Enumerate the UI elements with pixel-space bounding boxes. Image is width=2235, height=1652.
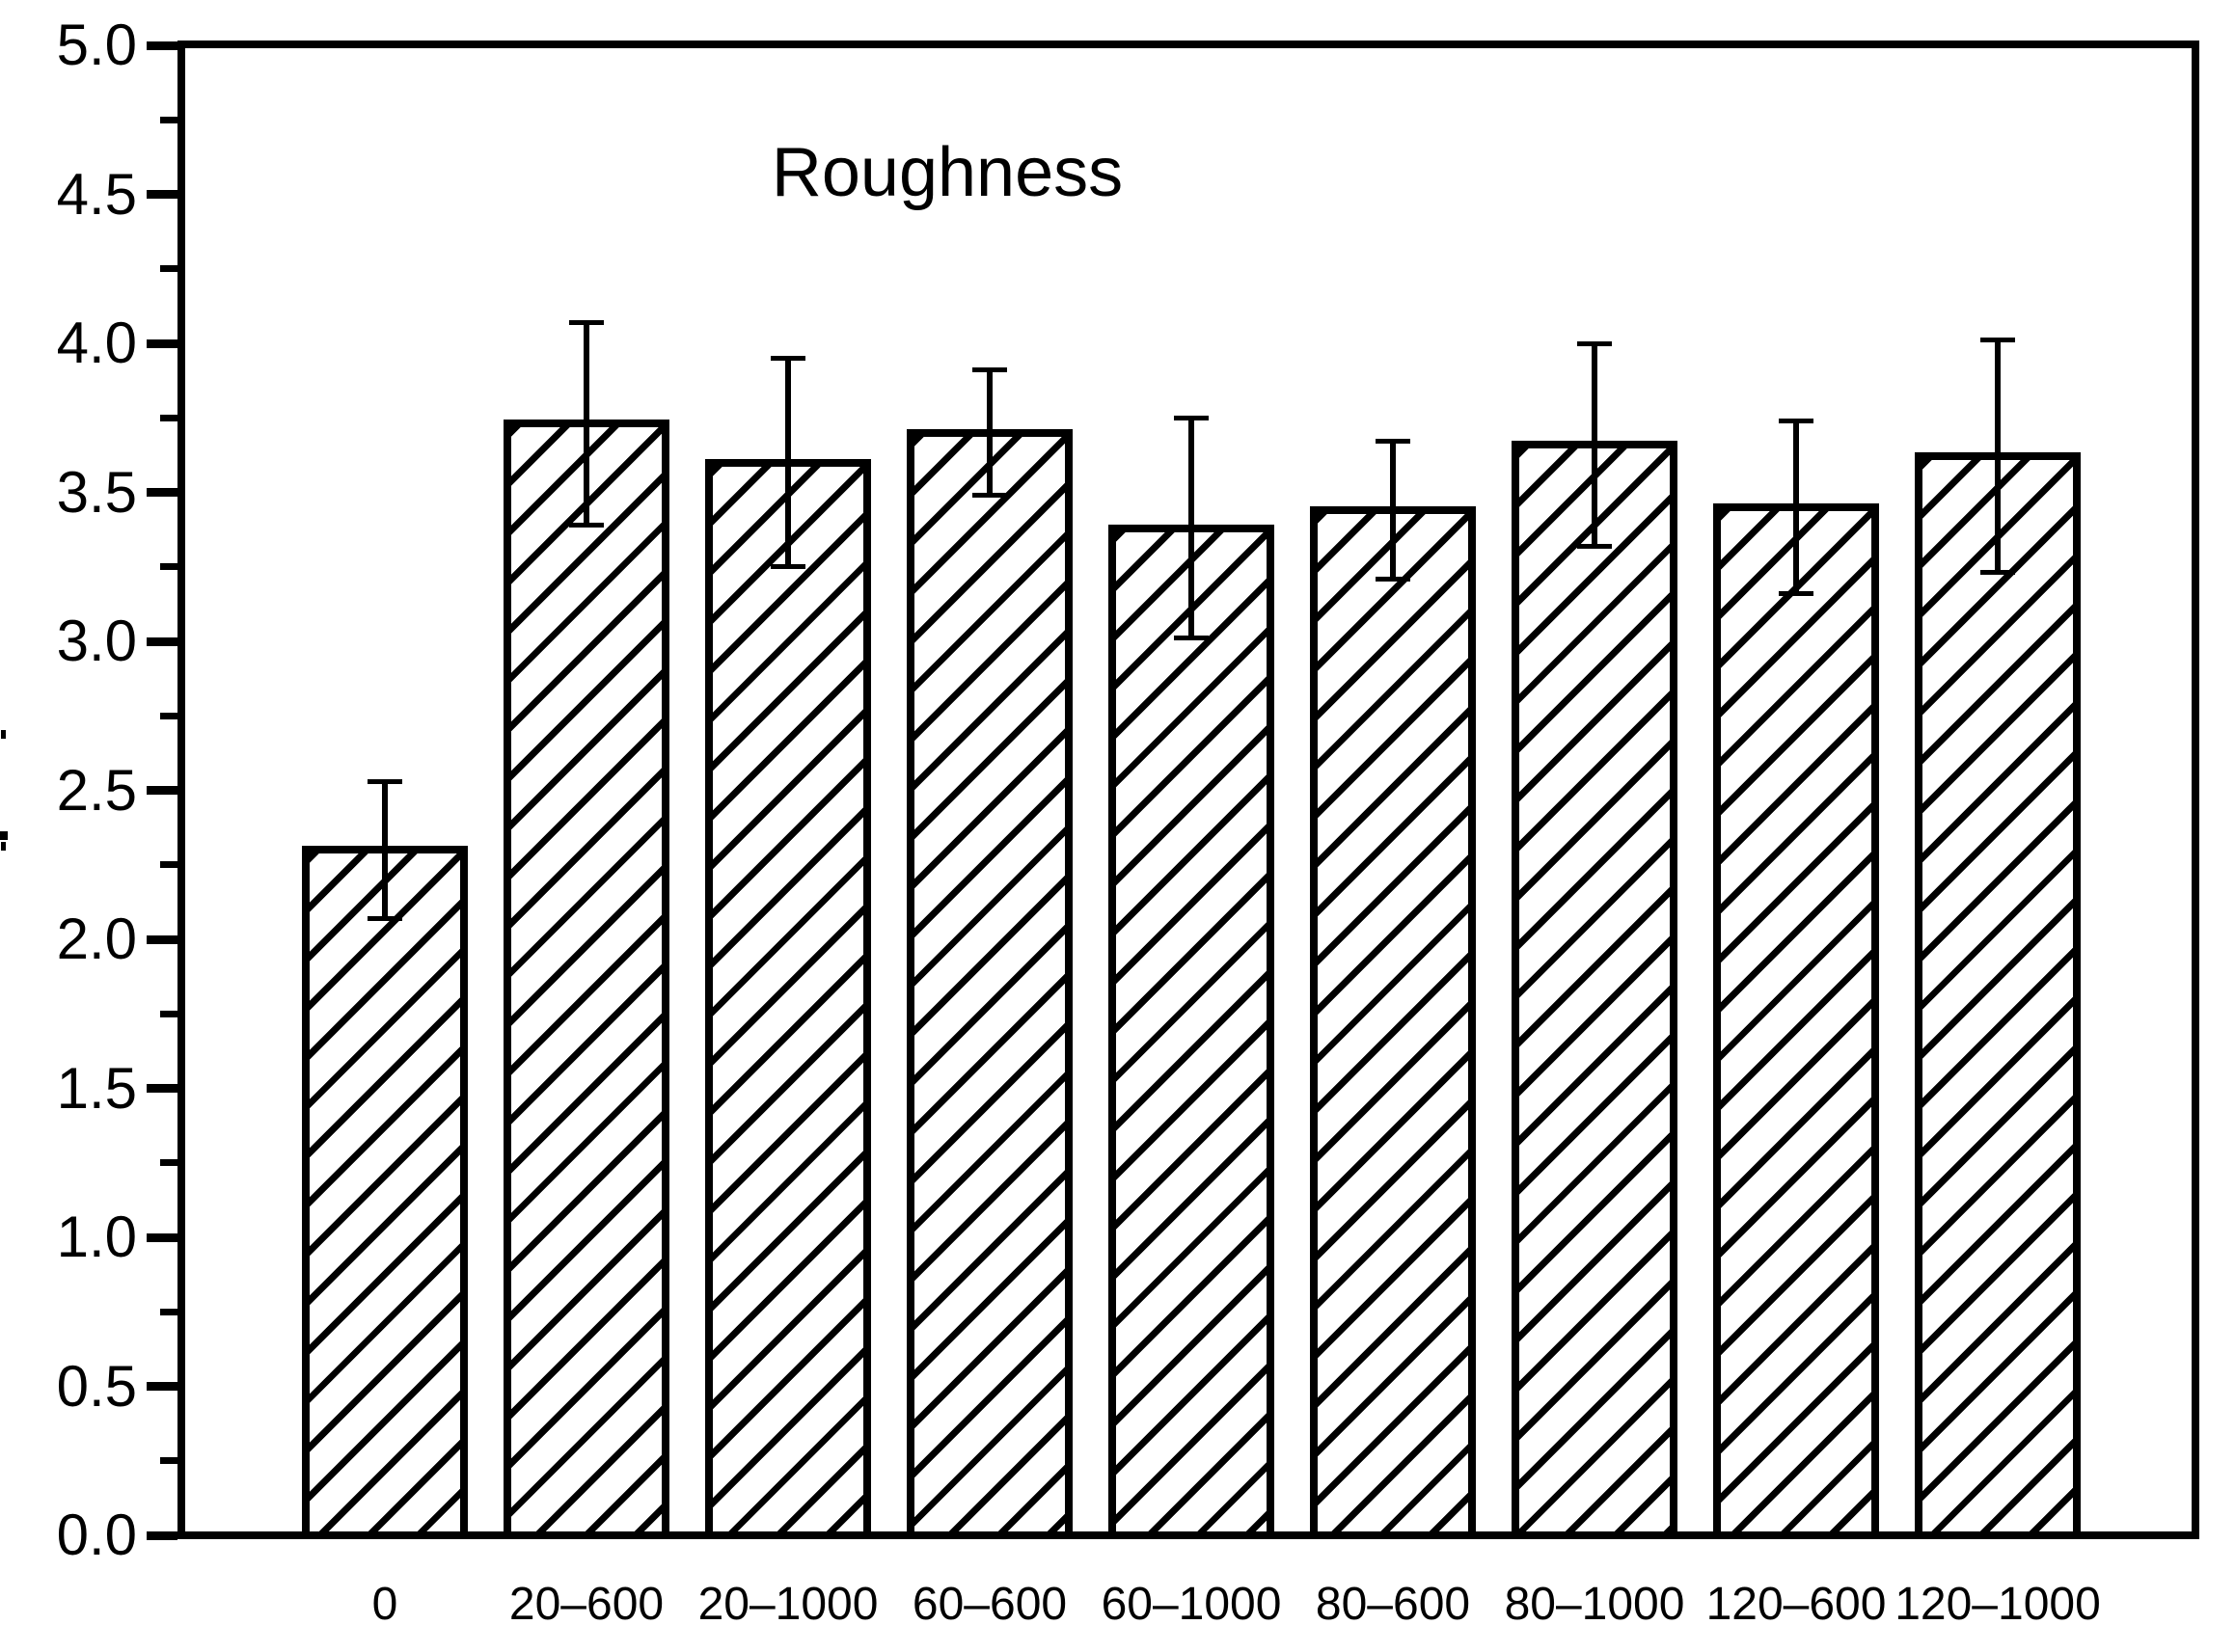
bar (1310, 506, 1476, 1531)
error-cap-top (1174, 415, 1209, 420)
y-tick-label: 5.0 (56, 13, 137, 77)
error-bar (1995, 339, 2001, 573)
error-cap-bottom (368, 915, 402, 921)
error-cap-bottom (1779, 591, 1813, 597)
y-major-tick (147, 1530, 177, 1540)
x-tick-label: 0 (371, 1579, 398, 1630)
y-major-tick (147, 488, 177, 497)
error-cap-top (1980, 338, 2015, 343)
error-cap-top (569, 319, 604, 325)
y-axis-label-fragment (0, 831, 8, 840)
y-tick-label: 2.0 (56, 907, 137, 971)
error-bar (1793, 420, 1799, 594)
x-tick-label: 20–600 (508, 1579, 665, 1630)
bar (1108, 524, 1274, 1531)
y-minor-tick (160, 563, 177, 571)
error-cap-bottom (1980, 570, 2015, 576)
y-tick-label: 0.0 (56, 1503, 137, 1567)
y-minor-tick (160, 861, 177, 869)
y-minor-tick (160, 116, 177, 123)
y-tick-label: 1.5 (56, 1055, 137, 1121)
y-major-tick (147, 786, 177, 795)
y-tick-label: 4.0 (56, 311, 137, 375)
y-tick-label: 3.0 (56, 609, 137, 673)
bar (504, 420, 669, 1531)
error-bar (1592, 343, 1597, 547)
x-tick-label: 20–1000 (697, 1579, 879, 1630)
error-bar (382, 781, 388, 919)
y-major-tick (147, 339, 177, 348)
error-cap-top (1779, 418, 1813, 423)
bar (1915, 452, 2081, 1531)
y-major-tick (147, 1382, 177, 1391)
y-axis-label-fragment (1, 842, 6, 851)
error-bar (987, 369, 993, 496)
y-tick-label: 4.5 (56, 161, 137, 227)
x-tick-label: 80–600 (1315, 1579, 1471, 1630)
y-major-tick (147, 1232, 177, 1242)
error-cap-bottom (1577, 543, 1612, 549)
y-minor-tick (160, 265, 177, 273)
x-tick-label: 60–1000 (1101, 1579, 1282, 1630)
y-tick-label: 1.0 (56, 1205, 137, 1269)
y-tick-label: 0.5 (56, 1353, 137, 1419)
y-minor-tick (160, 1010, 177, 1017)
error-cap-top (972, 367, 1007, 373)
y-minor-tick (160, 1457, 177, 1465)
bar (705, 458, 871, 1531)
x-tick-label: 80–1000 (1504, 1579, 1685, 1630)
bar (1512, 441, 1677, 1531)
error-cap-bottom (1174, 636, 1209, 641)
error-bar (1188, 418, 1194, 638)
chart-title: Roughness (771, 134, 1124, 211)
bar (1713, 502, 1879, 1531)
error-bar (584, 322, 589, 526)
y-axis-label-fragment (1, 730, 6, 739)
error-cap-top (1376, 439, 1410, 445)
y-tick-label: 3.5 (56, 459, 137, 525)
error-cap-bottom (771, 564, 805, 570)
y-minor-tick (160, 414, 177, 421)
y-major-tick (147, 41, 177, 50)
y-tick-label: 2.5 (56, 757, 137, 823)
y-major-tick (147, 1084, 177, 1093)
y-minor-tick (160, 1308, 177, 1315)
error-cap-bottom (1376, 576, 1410, 582)
error-bar (785, 358, 791, 567)
error-cap-top (771, 355, 805, 361)
bar (907, 428, 1073, 1531)
x-tick-label: 120–1000 (1894, 1579, 2101, 1630)
y-major-tick (147, 934, 177, 944)
bar (302, 846, 468, 1531)
x-tick-label: 120–600 (1705, 1579, 1887, 1630)
error-bar (1390, 441, 1396, 580)
error-cap-bottom (569, 522, 604, 528)
y-minor-tick (160, 712, 177, 719)
error-cap-top (368, 778, 402, 784)
error-cap-bottom (972, 493, 1007, 499)
y-major-tick (147, 190, 177, 199)
y-major-tick (147, 636, 177, 646)
error-cap-top (1577, 340, 1612, 346)
y-minor-tick (160, 1159, 177, 1167)
x-tick-label: 60–600 (912, 1579, 1068, 1630)
